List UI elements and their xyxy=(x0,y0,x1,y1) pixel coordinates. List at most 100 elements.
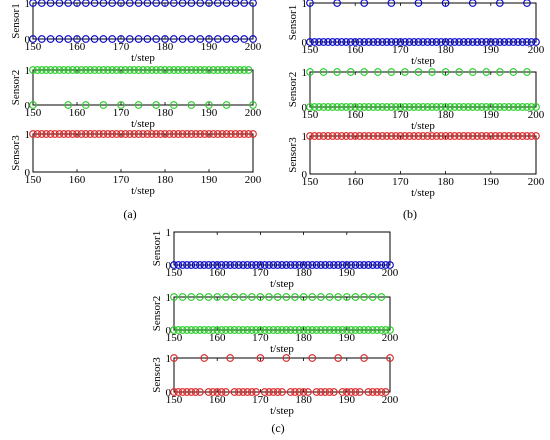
data-point xyxy=(269,261,278,269)
data-point xyxy=(217,326,226,334)
data-point xyxy=(209,261,217,269)
data-point xyxy=(191,326,200,334)
data-point xyxy=(317,293,325,301)
data-point xyxy=(505,103,513,111)
data-point xyxy=(165,130,174,138)
data-point xyxy=(90,0,99,7)
data-point xyxy=(514,132,522,140)
axes-frame xyxy=(173,296,391,331)
data-point xyxy=(468,68,477,76)
data-point xyxy=(147,130,156,138)
data-point xyxy=(334,261,343,269)
data-point xyxy=(249,35,257,43)
data-point xyxy=(381,326,390,334)
data-point xyxy=(319,132,328,140)
data-point xyxy=(143,35,152,43)
data-point xyxy=(428,68,436,76)
data-point xyxy=(205,66,213,74)
data-point xyxy=(252,261,260,269)
data-point xyxy=(360,326,368,334)
data-point xyxy=(170,354,178,362)
data-point xyxy=(213,130,222,138)
data-point xyxy=(152,130,161,138)
x-tick-label: 160 xyxy=(69,174,86,186)
data-point xyxy=(273,326,282,334)
data-point xyxy=(200,66,209,74)
x-axis-label: t/step xyxy=(270,343,294,355)
data-point xyxy=(342,103,351,111)
panel-caption: (c) xyxy=(271,421,284,435)
x-tick-label: 150 xyxy=(25,174,42,186)
data-point xyxy=(51,66,59,74)
data-point xyxy=(239,261,247,269)
y-axis-label: Sensor2 xyxy=(287,72,299,107)
data-point xyxy=(125,35,134,43)
data-point xyxy=(347,326,355,334)
data-point xyxy=(37,66,46,74)
data-point xyxy=(134,0,143,7)
data-point xyxy=(482,103,491,111)
data-point xyxy=(249,0,257,7)
x-tick-label: 160 xyxy=(209,394,226,406)
data-point xyxy=(55,35,64,43)
data-point xyxy=(286,261,295,269)
data-point xyxy=(414,68,423,76)
data-point xyxy=(291,293,299,301)
data-point xyxy=(523,0,531,7)
data-point xyxy=(196,261,204,269)
data-point xyxy=(230,261,239,269)
data-point xyxy=(325,293,334,301)
x-tick-label: 180 xyxy=(295,394,312,406)
data-point xyxy=(377,388,386,396)
data-point xyxy=(156,66,165,74)
data-point xyxy=(222,130,231,138)
data-point xyxy=(351,388,360,396)
x-tick-label: 180 xyxy=(295,332,312,344)
data-point xyxy=(495,68,504,76)
data-point xyxy=(369,103,378,111)
data-point xyxy=(230,388,239,396)
data-point xyxy=(368,326,377,334)
data-point xyxy=(234,261,243,269)
data-point xyxy=(221,293,230,301)
data-point xyxy=(373,388,381,396)
data-point xyxy=(304,261,312,269)
data-point xyxy=(68,130,77,138)
data-point xyxy=(319,38,328,46)
data-point xyxy=(170,293,178,301)
data-point xyxy=(169,66,178,74)
data-point xyxy=(401,68,409,76)
data-point xyxy=(291,261,299,269)
x-tick-label: 200 xyxy=(382,267,399,279)
data-point xyxy=(265,293,273,301)
data-point xyxy=(342,293,351,301)
data-point xyxy=(392,38,400,46)
data-point xyxy=(29,101,37,109)
data-point xyxy=(308,293,317,301)
data-point xyxy=(360,132,369,140)
data-point xyxy=(196,0,205,7)
panel-caption: (b) xyxy=(403,207,417,221)
data-point xyxy=(161,0,169,7)
data-point xyxy=(226,354,235,362)
data-point xyxy=(299,388,308,396)
data-point xyxy=(355,261,364,269)
data-point xyxy=(213,388,222,396)
x-tick-label: 190 xyxy=(483,109,500,121)
data-point xyxy=(205,101,213,109)
data-point xyxy=(310,38,319,46)
data-point xyxy=(95,130,103,138)
data-point xyxy=(244,130,253,138)
data-point xyxy=(317,326,325,334)
data-point xyxy=(260,261,269,269)
data-point xyxy=(328,103,337,111)
data-point xyxy=(518,132,527,140)
data-point xyxy=(346,103,355,111)
data-point xyxy=(509,132,518,140)
x-tick-label: 150 xyxy=(25,107,42,119)
data-point xyxy=(459,132,468,140)
data-point xyxy=(286,388,295,396)
data-point xyxy=(196,130,205,138)
